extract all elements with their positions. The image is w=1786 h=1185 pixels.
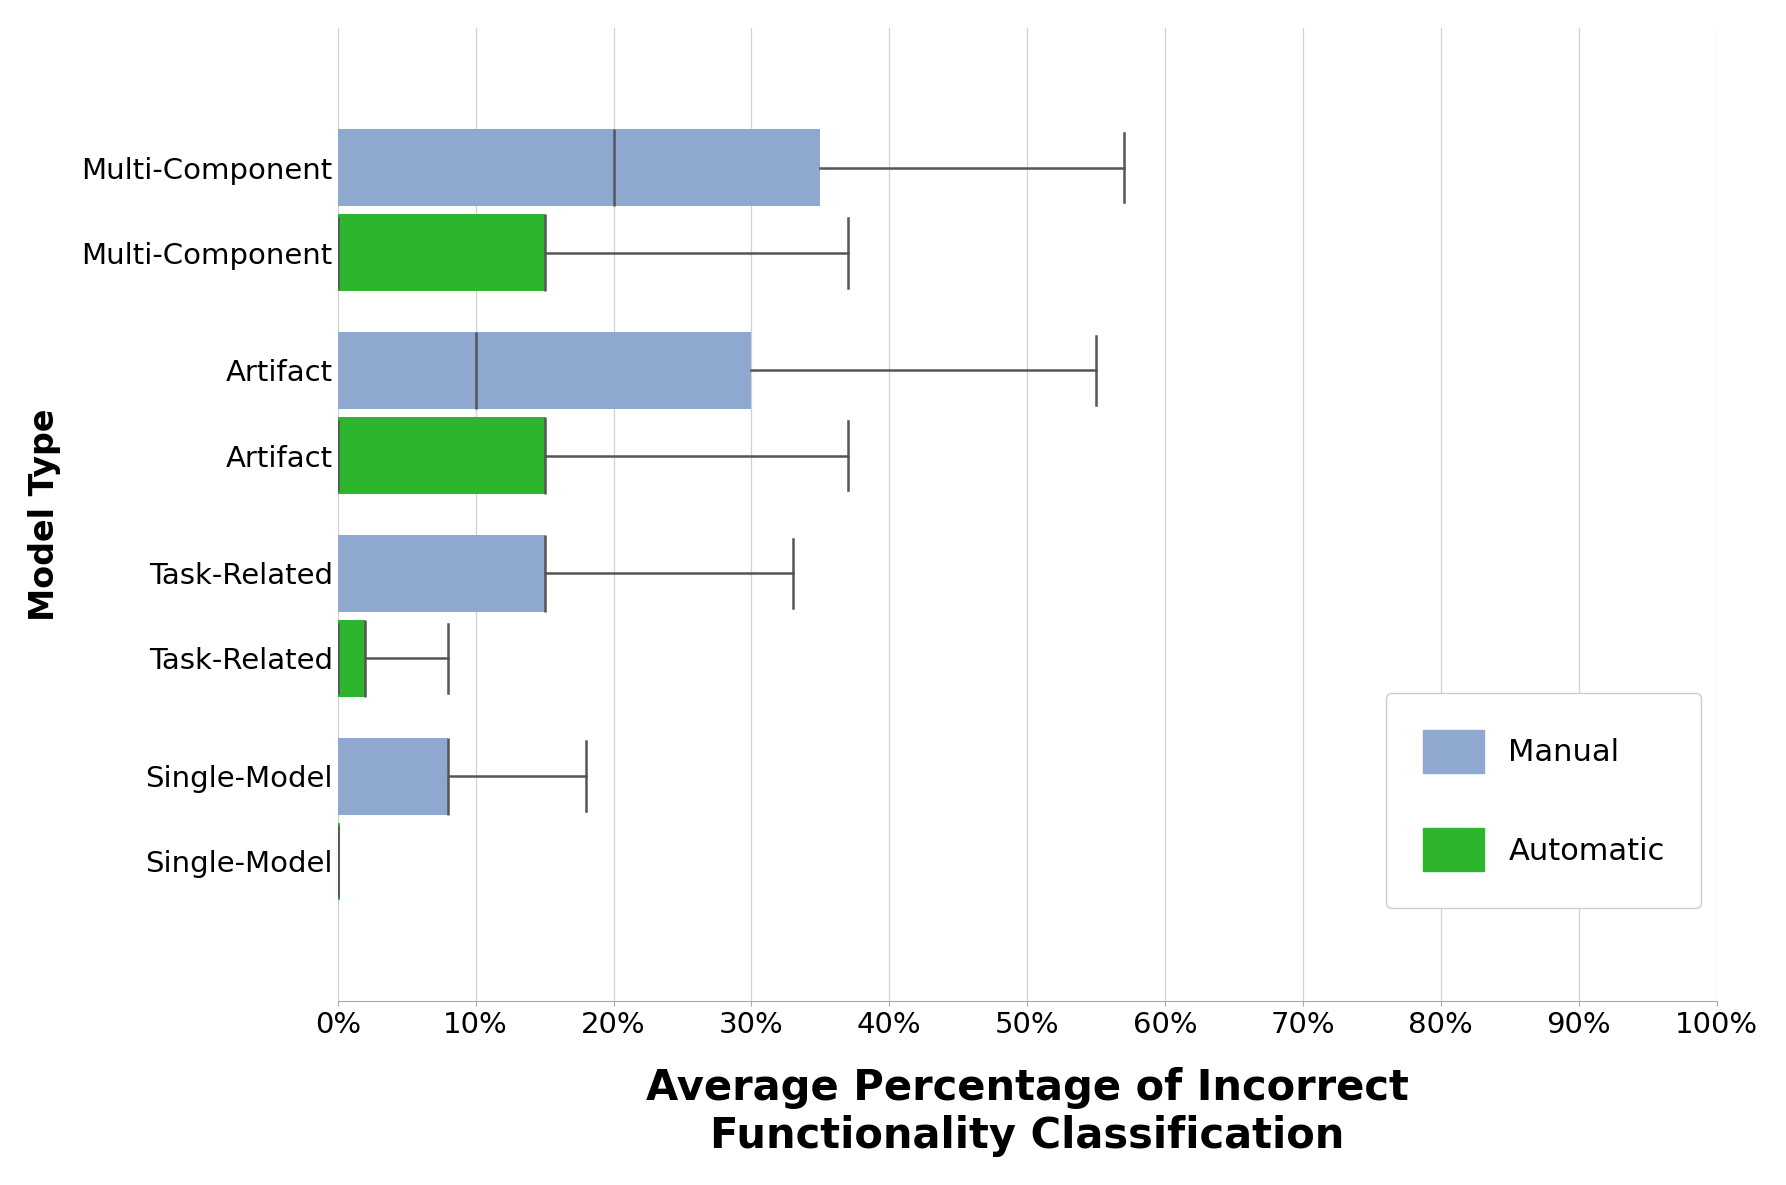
Bar	[338, 822, 339, 899]
Legend: Manual, Automatic: Manual, Automatic	[1386, 693, 1702, 908]
Bar	[338, 129, 820, 206]
Bar	[338, 534, 545, 611]
X-axis label: Average Percentage of Incorrect
Functionality Classification: Average Percentage of Incorrect Function…	[647, 1066, 1409, 1158]
Bar	[338, 737, 448, 814]
Bar	[338, 620, 366, 697]
Bar	[338, 417, 545, 494]
Bar	[338, 332, 752, 409]
Bar	[338, 214, 545, 292]
Y-axis label: Model Type: Model Type	[29, 408, 61, 621]
